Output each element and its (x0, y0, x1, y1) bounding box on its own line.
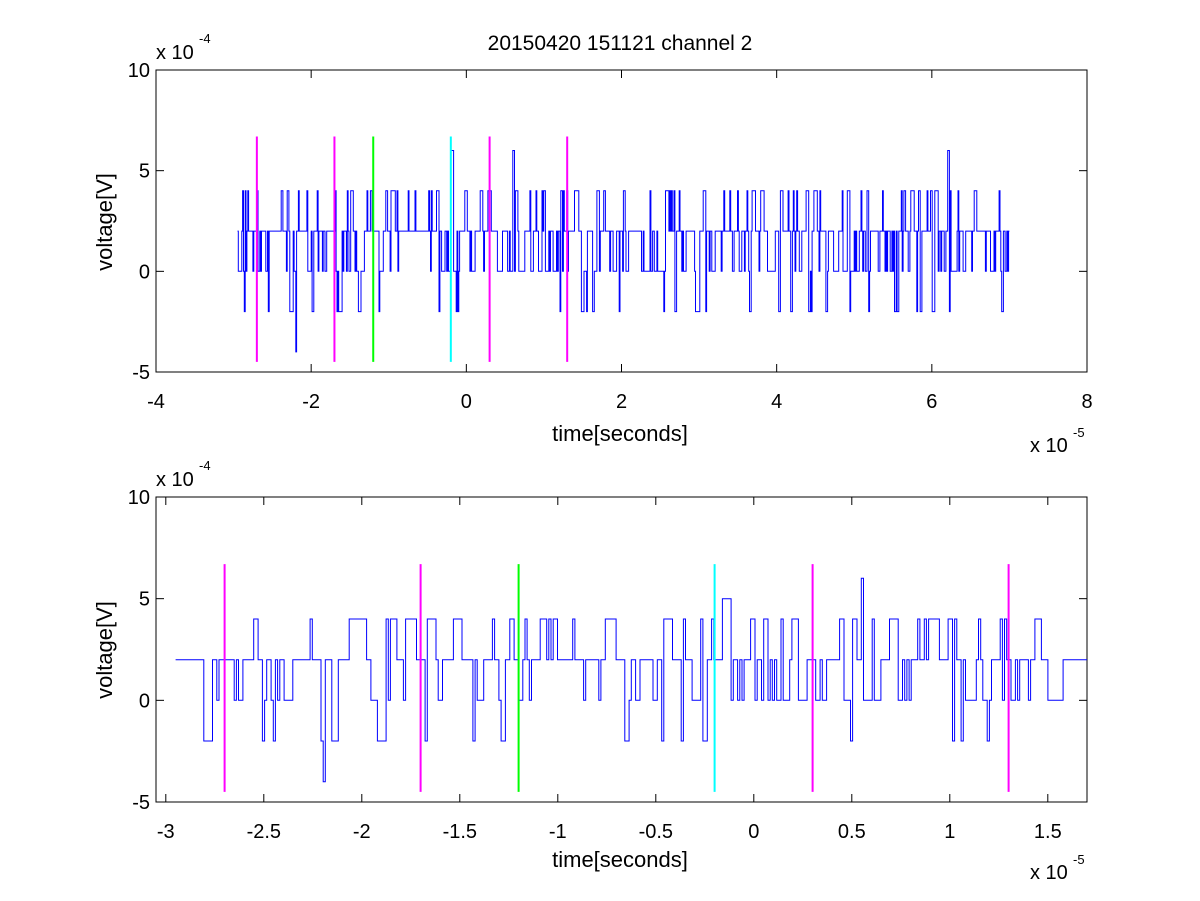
y-tick-label: 0 (139, 261, 150, 283)
x-tick-label: -3 (157, 821, 175, 843)
bottom-y-exponent: -4 (199, 458, 211, 473)
x-tick-label: -1.5 (443, 821, 477, 843)
bottom-axes-box (155, 496, 1088, 803)
top-xlabel: time[seconds] (552, 421, 688, 446)
x-tick-label: 4 (771, 391, 782, 413)
top-y-exponent-base: x 10 (156, 42, 194, 64)
bottom-markers (223, 564, 1010, 792)
top-ticks: -4 -2 0 2 4 6 8 -5 0 5 10 (128, 60, 1093, 413)
bottom-y-exponent-base: x 10 (156, 469, 194, 491)
chart-title: 20150420 151121 channel 2 (488, 32, 753, 55)
x-tick-label: -1 (549, 821, 567, 843)
top-y-exponent: -4 (199, 31, 211, 46)
bottom-x-exponent-base: x 10 (1030, 862, 1068, 884)
x-tick-label: 0 (461, 391, 472, 413)
bottom-ticks: -3 -2.5 -2 -1.5 -1 -0.5 0 0.5 1 1.5 -5 0 5 10 (128, 487, 1087, 843)
bottom-xlabel: time[seconds] (552, 847, 688, 872)
x-tick-label: 8 (1081, 391, 1092, 413)
x-tick-label: 0.5 (838, 821, 866, 843)
top-x-exponent: -5 (1073, 425, 1085, 440)
top-x-exponent-base: x 10 (1030, 435, 1068, 457)
y-tick-label: -5 (132, 792, 150, 814)
x-tick-label: -0.5 (639, 821, 673, 843)
x-tick-label: 2 (616, 391, 627, 413)
x-tick-label: 0 (748, 821, 759, 843)
top-signal (237, 150, 1010, 353)
x-tick-label: -2 (353, 821, 371, 843)
top-panel: -4 -2 0 2 4 6 8 -5 0 5 10 time[seconds] voltage[V]… (92, 31, 1093, 457)
top-ylabel: voltage[V] (92, 173, 117, 271)
x-tick-label: 1.5 (1034, 821, 1062, 843)
y-tick-label: -5 (132, 362, 150, 384)
x-tick-label: 6 (926, 391, 937, 413)
bottom-x-exponent: -5 (1073, 852, 1085, 867)
top-markers (255, 136, 569, 362)
y-tick-label: 0 (139, 690, 150, 712)
bottom-ylabel: voltage[V] (92, 601, 117, 699)
y-tick-label: 5 (139, 589, 150, 611)
signal-line (237, 150, 1010, 353)
signal-line (175, 577, 1087, 783)
bottom-signal (175, 577, 1087, 783)
y-tick-label: 10 (128, 487, 150, 509)
bottom-panel: -3 -2.5 -2 -1.5 -1 -0.5 0 0.5 1 1.5 -5 0 5 10 time[se… (92, 458, 1088, 884)
x-tick-label: -4 (147, 391, 165, 413)
y-tick-label: 10 (128, 60, 150, 82)
y-tick-label: 5 (139, 161, 150, 183)
x-tick-label: 1 (944, 821, 955, 843)
x-tick-label: -2.5 (247, 821, 281, 843)
x-tick-label: -2 (302, 391, 320, 413)
